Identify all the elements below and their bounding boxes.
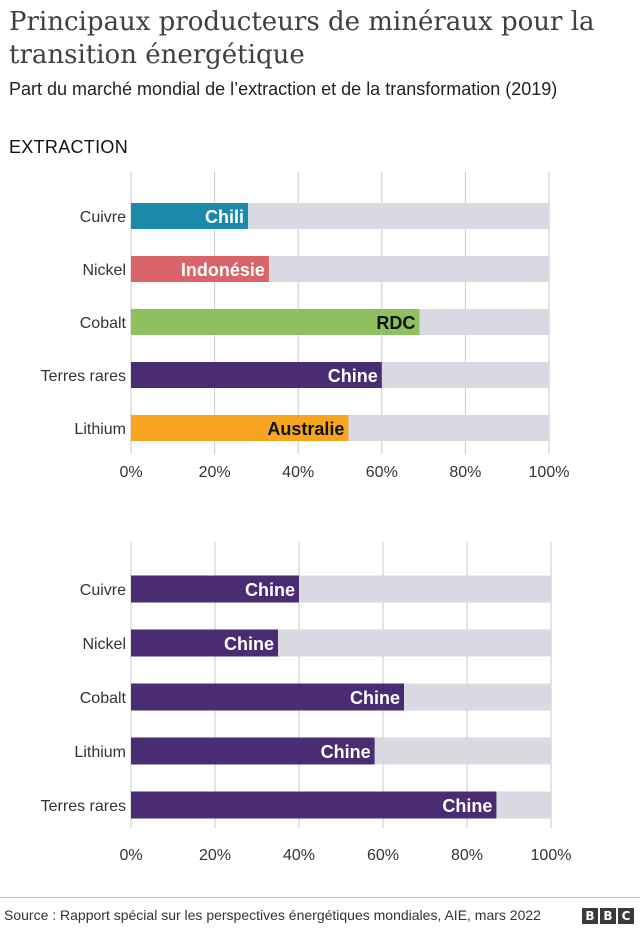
category-label: Terres rares <box>41 798 126 815</box>
bbc-logo: B B C <box>582 908 634 924</box>
x-tick-label: 0% <box>119 464 142 481</box>
category-label: Lithium <box>74 744 126 761</box>
x-tick-label: 40% <box>282 464 314 481</box>
bar <box>131 415 349 441</box>
bar-label: Chine <box>245 580 295 600</box>
footer-divider <box>0 897 640 898</box>
bar-label: Chili <box>205 207 244 227</box>
x-tick-label: 100% <box>531 847 572 864</box>
x-tick-label: 100% <box>529 464 570 481</box>
bar <box>131 575 299 603</box>
x-tick-label: 40% <box>283 847 315 864</box>
category-label: Cobalt <box>80 690 127 707</box>
category-label: Nickel <box>82 262 126 279</box>
category-label: Nickel <box>82 636 126 653</box>
logo-letter: C <box>618 908 634 924</box>
source-note: Source : Rapport spécial sur les perspec… <box>4 907 541 923</box>
category-label: Lithium <box>74 421 126 438</box>
section-label-extraction: EXTRACTION <box>9 137 129 157</box>
bar <box>131 309 420 335</box>
bar-label: Chine <box>321 742 371 762</box>
logo-letter: B <box>600 908 616 924</box>
x-tick-label: 80% <box>449 464 481 481</box>
category-label: Cuivre <box>80 582 126 599</box>
chart-subtitle: Part du marché mondial de l’extraction e… <box>9 79 558 99</box>
bar-label: Chine <box>224 634 274 654</box>
bar <box>131 256 269 282</box>
bar <box>131 629 278 657</box>
bar <box>131 737 375 765</box>
category-label: Cobalt <box>80 315 127 332</box>
logo-letter: B <box>582 908 598 924</box>
x-tick-label: 0% <box>119 847 142 864</box>
bar-label: Chine <box>442 796 492 816</box>
x-tick-label: 60% <box>367 847 399 864</box>
x-tick-label: 20% <box>199 847 231 864</box>
bar-label: Chine <box>350 688 400 708</box>
extraction-bar-chart: Chili Cuivre Indonésie Nickel RDC Cobalt Chine… <box>41 172 570 481</box>
bar-label: Indonésie <box>181 260 265 280</box>
category-label: Cuivre <box>80 209 126 226</box>
bar <box>131 683 404 711</box>
category-label: Terres rares <box>41 368 126 385</box>
processing-bar-chart: Chine Cuivre Chine Nickel Chine Cobalt Chine Li… <box>41 542 572 864</box>
bar <box>131 362 382 388</box>
chart-title: Principaux producteurs de minéraux pour … <box>9 7 595 70</box>
x-tick-label: 60% <box>366 464 398 481</box>
bar <box>131 203 249 229</box>
bar-label: Chine <box>328 366 378 386</box>
x-tick-label: 20% <box>199 464 231 481</box>
bar <box>131 791 497 819</box>
bar-label: Australie <box>267 419 344 439</box>
bar-label: RDC <box>376 313 415 333</box>
x-tick-label: 80% <box>451 847 483 864</box>
